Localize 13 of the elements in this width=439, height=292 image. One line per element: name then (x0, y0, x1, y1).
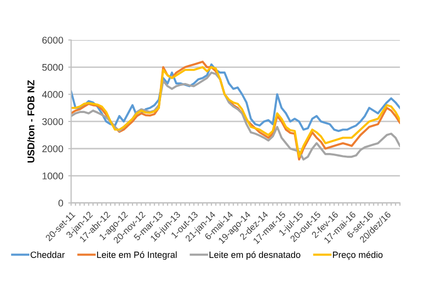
legend-label: Leite em Pó Integral (97, 251, 177, 260)
legend-label: Cheddar (30, 251, 65, 258)
legend-label: Leite em pó desnatado (210, 251, 300, 260)
legend-label: Preço médio (333, 251, 383, 260)
y-tick-label: 5000 (42, 64, 64, 71)
y-tick-label: 2000 (42, 145, 64, 152)
y-tick-label: 3000 (42, 118, 64, 126)
y-tick-label: 1000 (42, 172, 64, 180)
y-tick-label: 6000 (42, 36, 64, 44)
y-tick-label: 0 (58, 200, 64, 207)
y-axis-title: USD/ton - FOB NZ (27, 80, 34, 162)
y-tick-label: 4000 (42, 91, 64, 98)
line-series (71, 63, 400, 132)
